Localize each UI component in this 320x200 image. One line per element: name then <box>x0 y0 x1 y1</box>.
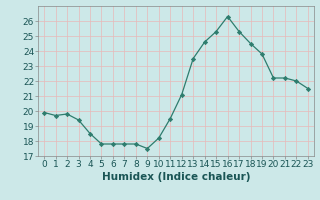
X-axis label: Humidex (Indice chaleur): Humidex (Indice chaleur) <box>102 172 250 182</box>
